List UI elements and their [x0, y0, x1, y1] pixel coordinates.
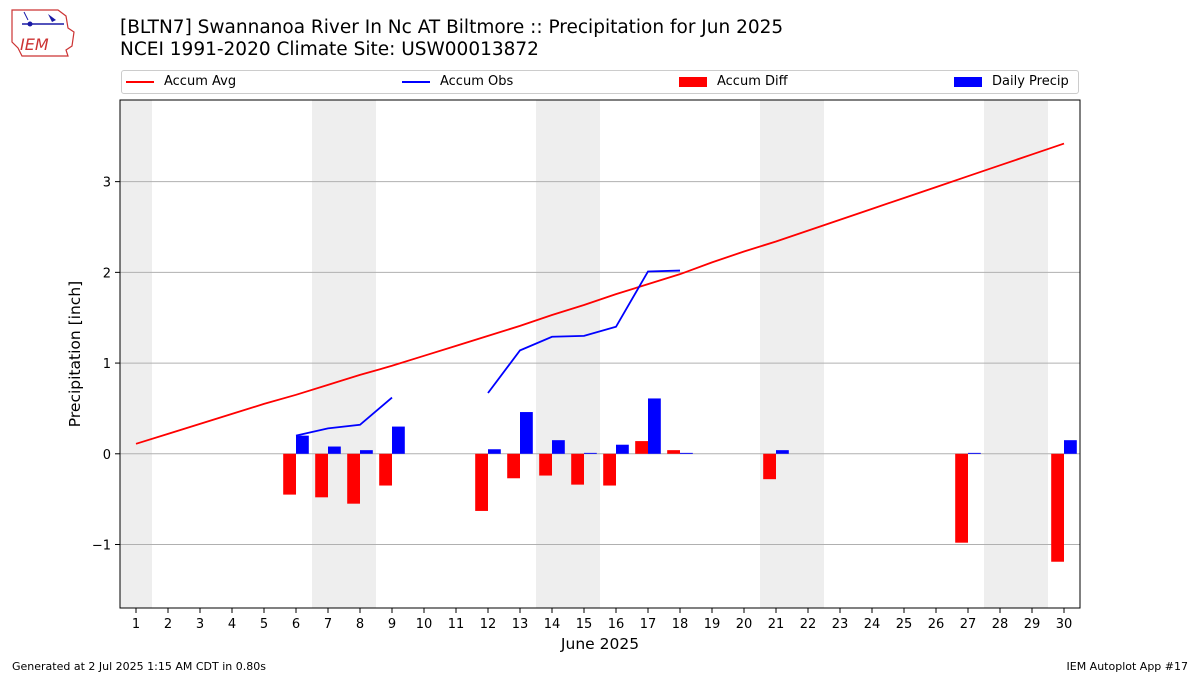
daily-precip-bar: [552, 440, 565, 454]
x-tick-label: 12: [480, 617, 497, 632]
x-tick-label: 18: [672, 617, 689, 632]
x-tick-label: 9: [388, 617, 396, 632]
legend-label-accum-diff: Accum Diff: [717, 74, 788, 89]
legend-swatch-accum-obs: [402, 80, 430, 83]
legend-swatch-daily-precip: [954, 76, 982, 87]
legend-label-accum-obs: Accum Obs: [440, 74, 514, 89]
legend-item-daily-precip: Daily Precip: [954, 74, 1069, 89]
precip-chart: 1 2 3 4 5 6 7 8 9 10 11 12 13 14 15 16 17 18 19 20 21 22 23 24 2…: [66, 99, 1081, 653]
plot-frame: [119, 99, 1081, 609]
legend-label-accum-avg: Accum Avg: [164, 74, 237, 89]
accum-diff-bar: [1051, 453, 1064, 562]
x-tick-label: 29: [1024, 617, 1041, 632]
daily-precip-bar: [1064, 440, 1077, 454]
accum-diff-bar: [763, 453, 776, 480]
accum-diff-bar: [507, 453, 520, 479]
x-tick-label: 20: [736, 617, 753, 632]
accum-diff-bar: [539, 453, 552, 476]
weekend-band: [760, 100, 824, 608]
daily-precip-bar: [616, 444, 629, 454]
weekend-band: [984, 100, 1048, 608]
accum-diff-bar: [571, 453, 584, 485]
x-tick-label: 14: [544, 617, 561, 632]
daily-precip-bar: [776, 450, 789, 454]
accum-diff-bar: [603, 453, 616, 486]
chart-title: [BLTN7] Swannanoa River In Nc AT Biltmor…: [120, 17, 784, 38]
x-tick-label: 21: [768, 617, 785, 632]
x-tick-label: 26: [928, 617, 945, 632]
daily-precip-bar: [328, 446, 341, 454]
x-tick-label: 15: [576, 617, 593, 632]
x-tick-label: 30: [1056, 617, 1073, 632]
weekend-band: [536, 100, 600, 608]
accum-diff-bar: [635, 441, 648, 454]
x-tick-label: 16: [608, 617, 625, 632]
y-tick-label: 1: [103, 357, 111, 372]
x-tick-label: 19: [704, 617, 721, 632]
accum-diff-bar: [475, 453, 488, 511]
x-tick-label: 11: [448, 617, 465, 632]
daily-precip-bar: [584, 452, 597, 454]
y-tick-label: 3: [103, 176, 111, 191]
daily-precip-bar: [520, 412, 533, 454]
x-tick-label: 5: [260, 617, 268, 632]
accum-diff-bar: [955, 453, 968, 543]
x-tick-label: 22: [800, 617, 817, 632]
accum-diff-bar: [379, 453, 392, 486]
weekend-band: [312, 100, 376, 608]
x-tick-label: 6: [292, 617, 300, 632]
x-tick-label: 24: [864, 617, 881, 632]
footer-generated: Generated at 2 Jul 2025 1:15 AM CDT in 0…: [12, 660, 266, 673]
daily-precip-bar: [680, 452, 693, 454]
y-tick-label: 0: [103, 448, 111, 463]
iem-logo: IEM: [11, 9, 75, 57]
accum-diff-bar: [283, 453, 296, 495]
accum-obs-line: [295, 396, 393, 437]
x-tick-label: 10: [416, 617, 433, 632]
x-axis-label: June 2025: [560, 635, 639, 653]
y-tick-label: 2: [103, 266, 111, 281]
chart-subtitle: NCEI 1991-2020 Climate Site: USW00013872: [120, 39, 539, 60]
accum-obs-line: [487, 269, 681, 394]
logo-text: IEM: [20, 35, 49, 54]
daily-precip-bar: [296, 435, 309, 454]
accum-diff-bar: [315, 453, 328, 498]
y-axis-label: Precipitation [inch]: [66, 281, 84, 427]
accum-diff-bar: [347, 453, 360, 504]
legend-item-accum-avg: Accum Avg: [126, 74, 236, 89]
daily-precip-bar: [488, 449, 501, 454]
legend-label-daily-precip: Daily Precip: [992, 74, 1069, 89]
x-tick-label: 28: [992, 617, 1009, 632]
legend-swatch-accum-diff: [679, 76, 707, 87]
legend-swatch-accum-avg: [126, 80, 154, 83]
daily-precip-bar: [648, 398, 661, 454]
x-tick-label: 27: [960, 617, 977, 632]
x-tick-label: 23: [832, 617, 849, 632]
x-tick-label: 1: [132, 617, 140, 632]
x-tick-label: 2: [164, 617, 172, 632]
daily-precip-bar: [360, 450, 373, 454]
x-tick-label: 7: [324, 617, 332, 632]
daily-precip-bar: [392, 426, 405, 454]
legend-item-accum-obs: Accum Obs: [402, 74, 513, 89]
accum-avg-line: [135, 142, 1065, 445]
footer-app: IEM Autoplot App #17: [1066, 660, 1189, 673]
weekend-band: [120, 100, 152, 608]
x-tick-label: 17: [640, 617, 657, 632]
x-tick-label: 4: [228, 617, 236, 632]
accum-diff-bar: [667, 450, 680, 454]
legend-item-accum-diff: Accum Diff: [679, 74, 788, 89]
y-tick-label: −1: [92, 539, 111, 554]
daily-precip-bar: [968, 452, 981, 454]
x-tick-label: 8: [356, 617, 364, 632]
x-tick-label: 13: [512, 617, 529, 632]
x-tick-label: 3: [196, 617, 204, 632]
legend: Accum Avg Accum Obs Accum Diff Daily Pre…: [121, 70, 1079, 94]
x-tick-label: 25: [896, 617, 913, 632]
